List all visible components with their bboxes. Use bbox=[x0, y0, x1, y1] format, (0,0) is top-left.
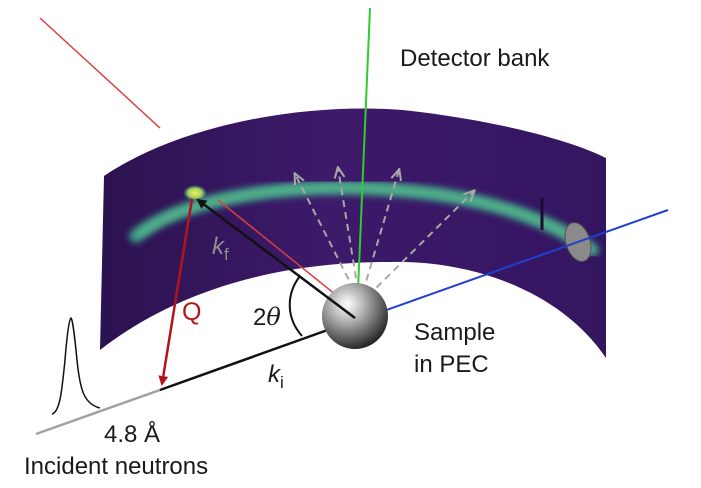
ki-vector bbox=[159, 324, 338, 392]
kf-symbol: k bbox=[212, 233, 224, 260]
ki-label: ki bbox=[268, 361, 284, 392]
angle-label: 2θ bbox=[253, 304, 281, 332]
scattered-arrow-4 bbox=[367, 191, 474, 297]
vertical-axis bbox=[357, 7, 371, 291]
ki-subscript: i bbox=[280, 372, 284, 392]
sample-label-line1: Sample bbox=[414, 319, 496, 346]
detector-bank-label: Detector bank bbox=[400, 45, 550, 72]
scattering-angle-arc bbox=[288, 275, 303, 337]
kf-vector bbox=[196, 198, 356, 319]
angle-symbol: θ bbox=[266, 303, 281, 331]
q-label: Q bbox=[182, 298, 202, 326]
scattered-arrow-2 bbox=[338, 168, 359, 291]
angle-number: 2 bbox=[253, 304, 267, 331]
wavelength-label: 4.8 Å bbox=[104, 421, 161, 448]
scattered-arrow-3 bbox=[362, 170, 399, 293]
incident-neutrons-label: Incident neutrons bbox=[24, 453, 209, 480]
kf-subscript: f bbox=[224, 244, 229, 264]
incident-beam-line bbox=[35, 388, 161, 436]
ki-symbol: k bbox=[268, 361, 280, 388]
red-reference-line-front bbox=[217, 199, 347, 304]
kf-label: kf bbox=[212, 233, 229, 264]
sample-sphere bbox=[322, 283, 388, 349]
scattered-arrow-1 bbox=[295, 174, 355, 291]
ring-hotspot bbox=[183, 185, 207, 201]
red-reference-line bbox=[39, 17, 161, 129]
blue-axis bbox=[363, 209, 669, 319]
wavelength-peak bbox=[51, 316, 101, 415]
sample-label-line2: in PEC bbox=[414, 351, 489, 378]
diffraction-ring-core bbox=[137, 185, 593, 252]
detector-bank bbox=[100, 108, 606, 358]
q-vector bbox=[158, 198, 194, 386]
